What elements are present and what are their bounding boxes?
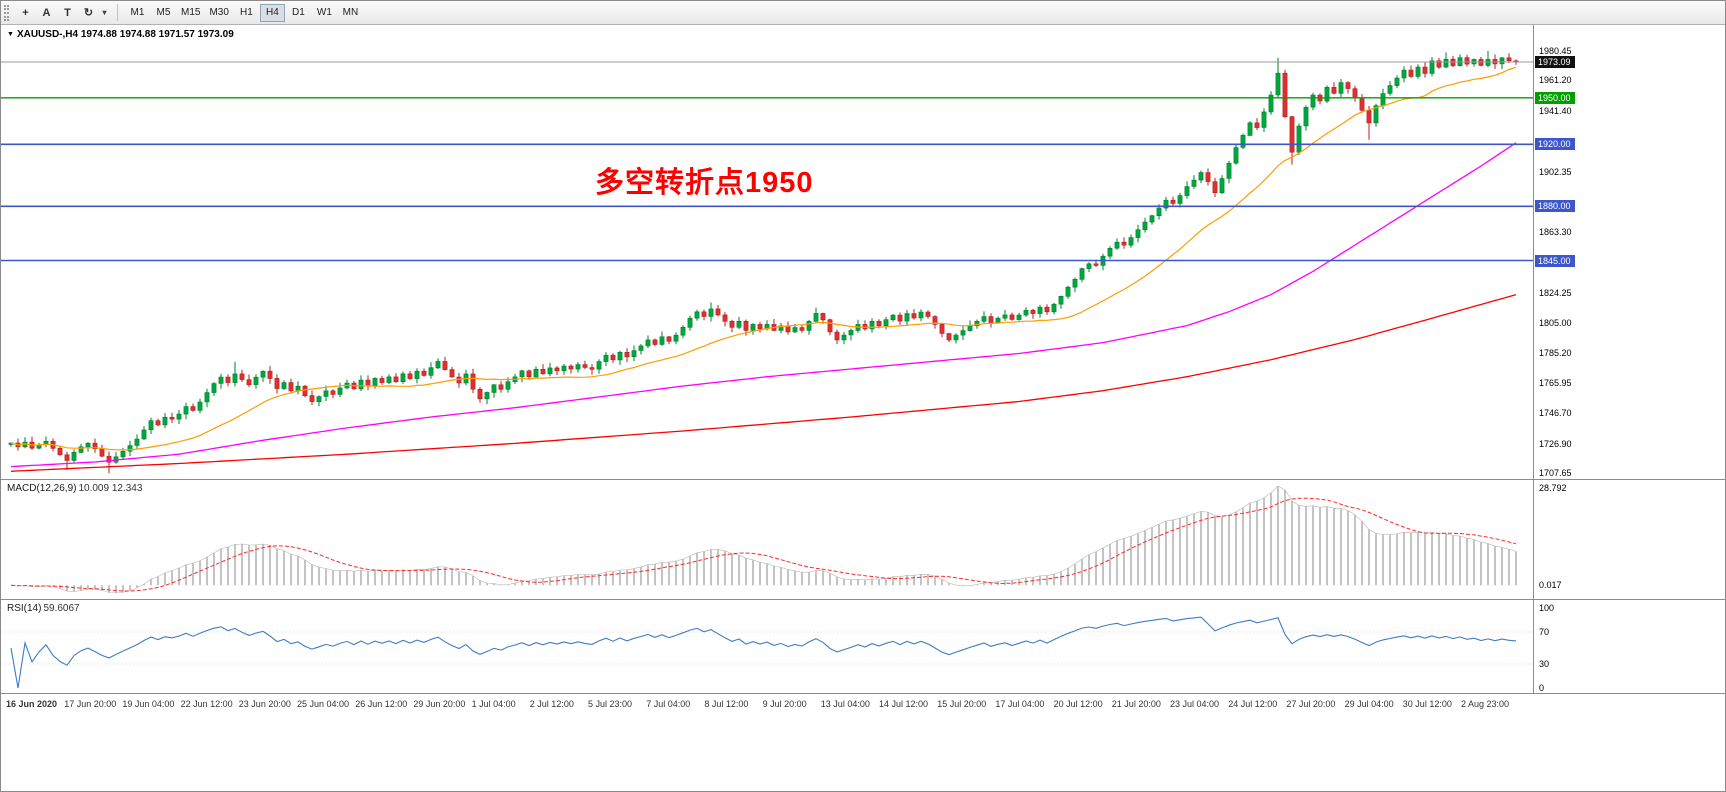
time-axis-label: 15 Jul 20:00 [937,699,987,709]
time-axis-label: 16 Jun 2020 [6,699,58,709]
price-axis-label: 1707.65 [1539,468,1572,479]
price-axis-label: 1824.25 [1539,287,1572,298]
chart-area: ▼ XAUUSD-,H4 1974.88 1974.88 1971.57 1973… [1,25,1725,791]
arrow-a-tool-icon[interactable]: A [36,3,57,22]
rsi-axis-label: 30 [1539,659,1550,669]
time-axis-label: 2 Jul 12:00 [529,699,574,709]
time-axis-label: 23 Jun 20:00 [238,699,291,709]
price-axis-label: 1785.20 [1539,348,1572,359]
time-axis-label: 24 Jul 12:00 [1228,699,1278,709]
pane-separator[interactable] [1,479,1725,480]
time-axis-label: 2 Aug 23:00 [1461,699,1510,709]
time-axis-label: 5 Jul 23:00 [588,699,633,709]
pane-separator[interactable] [1,693,1725,694]
toolbar: + A T ↻ ▾ M1 M5 M15 M30 H1 H4 D1 W1 MN [1,1,1725,25]
timeframe-h1-button[interactable]: H1 [234,4,259,22]
time-axis[interactable]: 16 Jun 2020 17 Jun 20:00 19 Jun 04:00 22 Ju… [1,694,1725,720]
timeframe-m30-button[interactable]: M30 [205,4,232,22]
price-axis-label: 1902.35 [1539,166,1572,177]
level-1880-badge[interactable]: 1880.00 [1535,200,1575,213]
time-axis-label: 27 Jul 20:00 [1286,699,1336,709]
rsi-axis-label: 70 [1539,627,1550,637]
level-1920-badge[interactable]: 1920.00 [1535,138,1575,151]
price-axis-label: 1765.95 [1539,378,1572,388]
cycle-tool-icon[interactable]: ↻ [78,3,99,22]
pane-separator[interactable] [1,599,1725,600]
toolbar-separator [117,4,118,21]
time-axis-label: 17 Jun 20:00 [64,699,117,709]
time-axis-label: 22 Jun 12:00 [180,699,233,709]
time-axis-label: 29 Jul 04:00 [1344,699,1394,709]
timeframe-d1-button[interactable]: D1 [286,4,311,22]
price-axis-label: 1941.40 [1539,106,1572,117]
time-axis-label: 7 Jul 04:00 [646,699,691,709]
time-axis-label: 25 Jun 04:00 [297,699,350,709]
price-axis[interactable]: 1980.45 1961.20 1941.40 1902.35 1863.30 1824.… [1533,25,1725,694]
timeframe-group: M1 M5 M15 M30 H1 H4 D1 W1 MN [125,3,363,22]
drawing-tools-group: + A T ↻ ▾ [15,3,110,22]
macd-name: MACD(12,26,9) [7,483,77,494]
price-axis-label: 1863.30 [1539,227,1572,238]
chart-title-text: XAUUSD-,H4 1974.88 1974.88 1971.57 1973.… [16,29,234,40]
chart-title: ▼ XAUUSD-,H4 1974.88 1974.88 1971.57 1973… [7,29,234,40]
time-axis-label: 29 Jun 20:00 [413,699,466,709]
rsi-label: RSI(14) 59.6067 [7,603,80,614]
price-axis-label: 1726.90 [1539,438,1572,449]
time-axis-label: 23 Jul 04:00 [1170,699,1220,709]
macd-axis-label: 0.017 [1539,580,1562,591]
macd-panel-chart[interactable] [1,480,1533,599]
current-price-badge[interactable]: 1973.09 [1535,56,1575,69]
time-axis-label: 20 Jul 12:00 [1053,699,1103,709]
rsi-axis-label: 100 [1539,603,1555,613]
text-tool-icon[interactable]: T [57,3,78,22]
rsi-name: RSI(14) [7,603,42,614]
crosshair-tool-icon[interactable]: + [15,3,36,22]
price-axis-label: 1961.20 [1539,75,1572,86]
level-1950-badge[interactable]: 1950.00 [1535,91,1575,104]
price-axis-label: 1805.00 [1539,317,1572,328]
timeframe-w1-button[interactable]: W1 [312,4,337,22]
rsi-axis-label: 0 [1539,683,1545,693]
rsi-value: 59.6067 [43,603,80,614]
time-axis-label: 8 Jul 12:00 [704,699,749,709]
macd-axis-label: 28.792 [1539,483,1567,493]
price-chart-pane[interactable] [1,25,1533,479]
time-axis-label: 21 Jul 20:00 [1111,699,1161,709]
macd-label: MACD(12,26,9) 10.009 12.343 [7,483,142,494]
time-axis-label: 14 Jul 12:00 [879,699,929,709]
time-axis-label: 1 Jul 04:00 [471,699,516,709]
price-axis-label: 1746.70 [1539,407,1572,418]
time-axis-label: 26 Jun 12:00 [355,699,408,709]
time-axis-label: 13 Jul 04:00 [820,699,870,709]
symbol-marker-icon: ▼ [7,31,14,38]
annotation-text: 多空转折点1950 [595,167,814,199]
time-axis-label: 9 Jul 20:00 [762,699,807,709]
timeframe-mn-button[interactable]: MN [338,4,363,22]
timeframe-m15-button[interactable]: M15 [177,4,204,22]
macd-values: 10.009 12.343 [78,483,143,494]
toolbar-grip[interactable] [4,4,9,21]
price-axis-label: 1980.45 [1539,45,1572,56]
timeframe-h4-button[interactable]: H4 [259,3,285,22]
timeframe-m5-button[interactable]: M5 [151,4,176,22]
time-axis-label: 19 Jun 04:00 [122,699,175,709]
time-axis-label: 17 Jul 04:00 [995,699,1045,709]
rsi-panel-chart[interactable] [1,600,1533,693]
dropdown-caret-icon[interactable]: ▾ [99,3,110,22]
level-1845-badge[interactable]: 1845.00 [1535,254,1575,267]
timeframe-m1-button[interactable]: M1 [125,4,150,22]
time-axis-label: 30 Jul 12:00 [1402,699,1452,709]
